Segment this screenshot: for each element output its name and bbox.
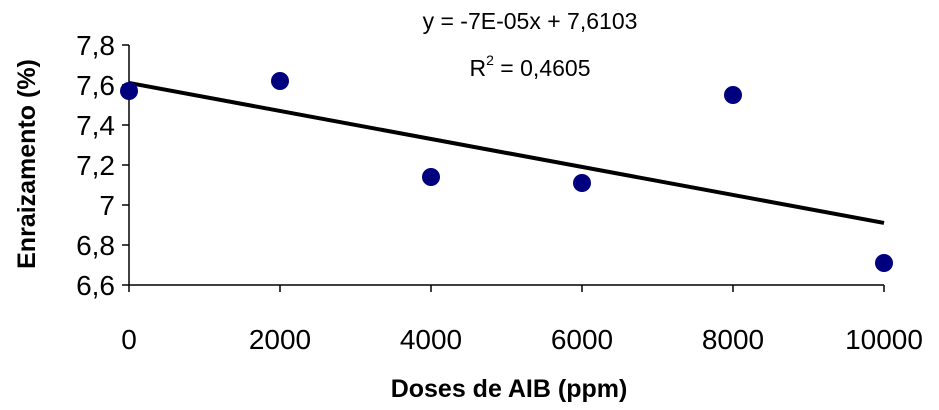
trendline-equation: y = -7E-05x + 7,6103 — [423, 8, 638, 34]
r-squared-symbol: R — [470, 55, 487, 81]
y-axis-title: Enraizamento (%) — [13, 59, 41, 269]
y-axis: 6,6 6,8 7 7,2 7,4 7,6 7,8 — [76, 30, 130, 301]
x-tick-label: 4000 — [400, 324, 462, 355]
data-point — [875, 254, 893, 272]
r-squared-value: = 0,4605 — [494, 55, 591, 81]
x-tick-label: 2000 — [249, 324, 311, 355]
y-tick-label: 7,2 — [76, 150, 115, 181]
data-point — [422, 168, 440, 186]
y-tick-label: 7 — [99, 190, 115, 221]
data-point — [724, 86, 742, 104]
data-point — [271, 72, 289, 90]
y-tick-label: 7,6 — [76, 70, 115, 101]
r-squared-label: R2 = 0,4605 — [470, 52, 591, 81]
y-tick-label: 6,6 — [76, 270, 115, 301]
x-tick-label: 8000 — [702, 324, 764, 355]
data-points — [120, 72, 893, 272]
y-tick-label: 7,8 — [76, 30, 115, 61]
r-squared-exponent: 2 — [486, 52, 494, 68]
data-point — [573, 174, 591, 192]
y-tick-label: 6,8 — [76, 230, 115, 261]
x-tick-label: 10000 — [845, 324, 923, 355]
x-axis: 0 2000 4000 6000 8000 10000 — [121, 284, 923, 355]
x-tick-label: 0 — [121, 324, 137, 355]
data-point — [120, 82, 138, 100]
trendline — [128, 80, 885, 225]
x-tick-label: 6000 — [551, 324, 613, 355]
x-axis-title: Doses de AIB (ppm) — [391, 375, 628, 403]
y-tick-label: 7,4 — [76, 110, 115, 141]
trendline-path — [128, 80, 885, 225]
